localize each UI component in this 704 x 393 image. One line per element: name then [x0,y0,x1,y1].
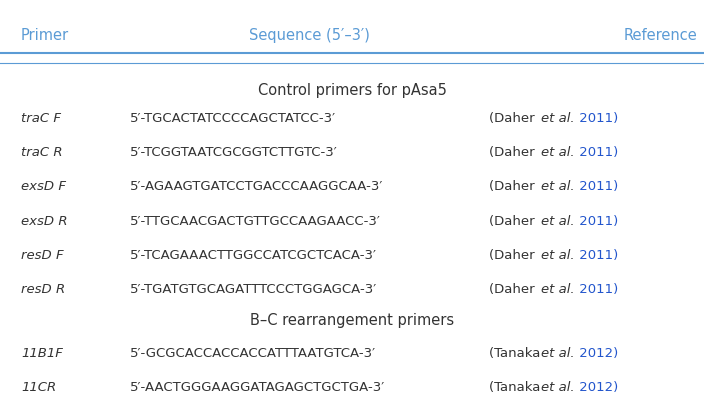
Text: 5′-AACTGGGAAGGATAGAGCTGCTGA-3′: 5′-AACTGGGAAGGATAGAGCTGCTGA-3′ [130,381,386,393]
Text: et al.: et al. [541,249,575,262]
Text: 2011): 2011) [575,215,618,228]
Text: 2012): 2012) [575,381,618,393]
Text: et al.: et al. [541,180,575,193]
Text: 5′-TGATGTGCAGATTTCCCTGGAGCA-3′: 5′-TGATGTGCAGATTTCCCTGGAGCA-3′ [130,283,377,296]
Text: resD F: resD F [21,249,64,262]
Text: et al.: et al. [541,112,575,125]
Text: traC F: traC F [21,112,61,125]
Text: (Daher: (Daher [489,112,539,125]
Text: (Tanaka: (Tanaka [489,381,545,393]
Text: et al.: et al. [541,146,575,159]
Text: exsD R: exsD R [21,215,68,228]
Text: (Daher: (Daher [489,249,539,262]
Text: 5′-GCGCACCACCACCATTTAATGTCA-3′: 5′-GCGCACCACCACCATTTAATGTCA-3′ [130,347,377,360]
Text: (Daher: (Daher [489,283,539,296]
Text: resD R: resD R [21,283,65,296]
Text: 5′-TGCACTATCCCCAGCTATCC-3′: 5′-TGCACTATCCCCAGCTATCC-3′ [130,112,337,125]
Text: et al.: et al. [541,347,575,360]
Text: 11CR: 11CR [21,381,56,393]
Text: B–C rearrangement primers: B–C rearrangement primers [250,313,454,328]
Text: (Daher: (Daher [489,215,539,228]
Text: 5′-TTGCAACGACTGTTGCCAAGAACC-3′: 5′-TTGCAACGACTGTTGCCAAGAACC-3′ [130,215,381,228]
Text: 2011): 2011) [575,112,618,125]
Text: Reference: Reference [623,28,697,42]
Text: (Daher: (Daher [489,180,539,193]
Text: et al.: et al. [541,215,575,228]
Text: 5′-TCAGAAACTTGGCCATCGCTCACA-3′: 5′-TCAGAAACTTGGCCATCGCTCACA-3′ [130,249,377,262]
Text: exsD F: exsD F [21,180,66,193]
Text: 2011): 2011) [575,146,618,159]
Text: Sequence (5′–3′): Sequence (5′–3′) [249,28,370,42]
Text: 2011): 2011) [575,249,618,262]
Text: traC R: traC R [21,146,63,159]
Text: Primer: Primer [21,28,69,42]
Text: 2012): 2012) [575,347,618,360]
Text: (Daher: (Daher [489,146,539,159]
Text: 5′-TCGGTAATCGCGGTCTTGTC-3′: 5′-TCGGTAATCGCGGTCTTGTC-3′ [130,146,338,159]
Text: 5′-AGAAGTGATCCTGACCCAAGGCAA-3′: 5′-AGAAGTGATCCTGACCCAAGGCAA-3′ [130,180,384,193]
Text: 2011): 2011) [575,180,618,193]
Text: 2011): 2011) [575,283,618,296]
Text: 11B1F: 11B1F [21,347,63,360]
Text: (Tanaka: (Tanaka [489,347,545,360]
Text: et al.: et al. [541,283,575,296]
Text: Control primers for pAsa5: Control primers for pAsa5 [258,83,446,97]
Text: et al.: et al. [541,381,575,393]
